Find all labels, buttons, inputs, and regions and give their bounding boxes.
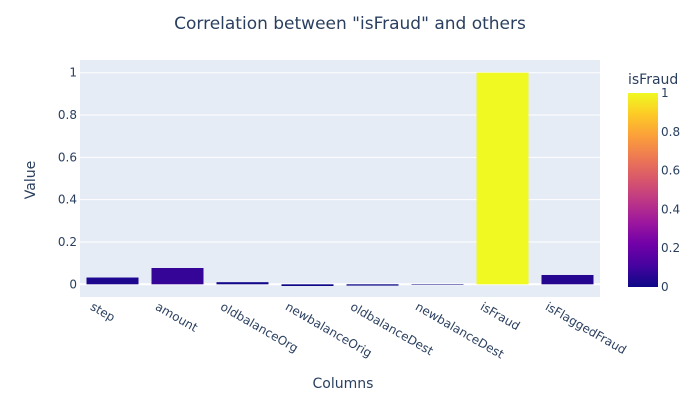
bar-oldbalanceOrg[interactable] xyxy=(216,282,269,285)
bar-amount[interactable] xyxy=(151,268,204,285)
y-tick-label: 0.6 xyxy=(58,150,77,164)
bars xyxy=(86,72,594,286)
x-tick-label: isFlaggedFraud xyxy=(543,299,629,357)
y-axis-ticks: 0 0.2 0.4 0.6 0.8 1 xyxy=(58,66,77,292)
bar-oldbalanceDest[interactable] xyxy=(346,284,399,286)
colorbar-gradient xyxy=(628,93,658,287)
colorbar-tick-label: 0.8 xyxy=(661,125,680,139)
x-axis-ticks: step amount oldbalanceOrgnewbalanceOrigold… xyxy=(88,299,629,361)
colorbar-tick-label: 0.4 xyxy=(661,202,680,216)
colorbar-ticks: 0 0.2 0.4 0.6 0.8 1 xyxy=(661,86,680,294)
y-tick-label: 0.4 xyxy=(58,193,77,207)
colorbar-tick-label: 0.2 xyxy=(661,241,680,255)
y-tick-label: 0.2 xyxy=(58,235,77,249)
bar-newbalanceOrig[interactable] xyxy=(281,284,334,286)
colorbar-tick-label: 1 xyxy=(661,86,669,100)
x-tick-label: step xyxy=(88,299,117,324)
bar-step[interactable] xyxy=(86,277,139,285)
y-axis-title: Value xyxy=(23,161,39,199)
x-tick-label: amount xyxy=(153,299,200,334)
bar-isFraud[interactable] xyxy=(476,72,529,285)
y-tick-label: 0 xyxy=(69,277,77,291)
x-tick-label: isFraud xyxy=(478,299,522,333)
x-axis-title: Columns xyxy=(313,376,374,392)
y-tick-label: 1 xyxy=(69,66,77,80)
chart-title: Correlation between "isFraud" and others xyxy=(174,14,526,34)
colorbar: isFraud 0 0.2 0.4 0.6 0.8 1 xyxy=(628,72,680,294)
colorbar-tick-label: 0 xyxy=(661,280,669,294)
bar-isFlaggedFraud[interactable] xyxy=(541,274,594,285)
colorbar-title: isFraud xyxy=(628,72,678,88)
y-tick-label: 0.8 xyxy=(58,108,77,122)
colorbar-tick-label: 0.6 xyxy=(661,164,680,178)
bar-newbalanceDest[interactable] xyxy=(411,284,464,285)
